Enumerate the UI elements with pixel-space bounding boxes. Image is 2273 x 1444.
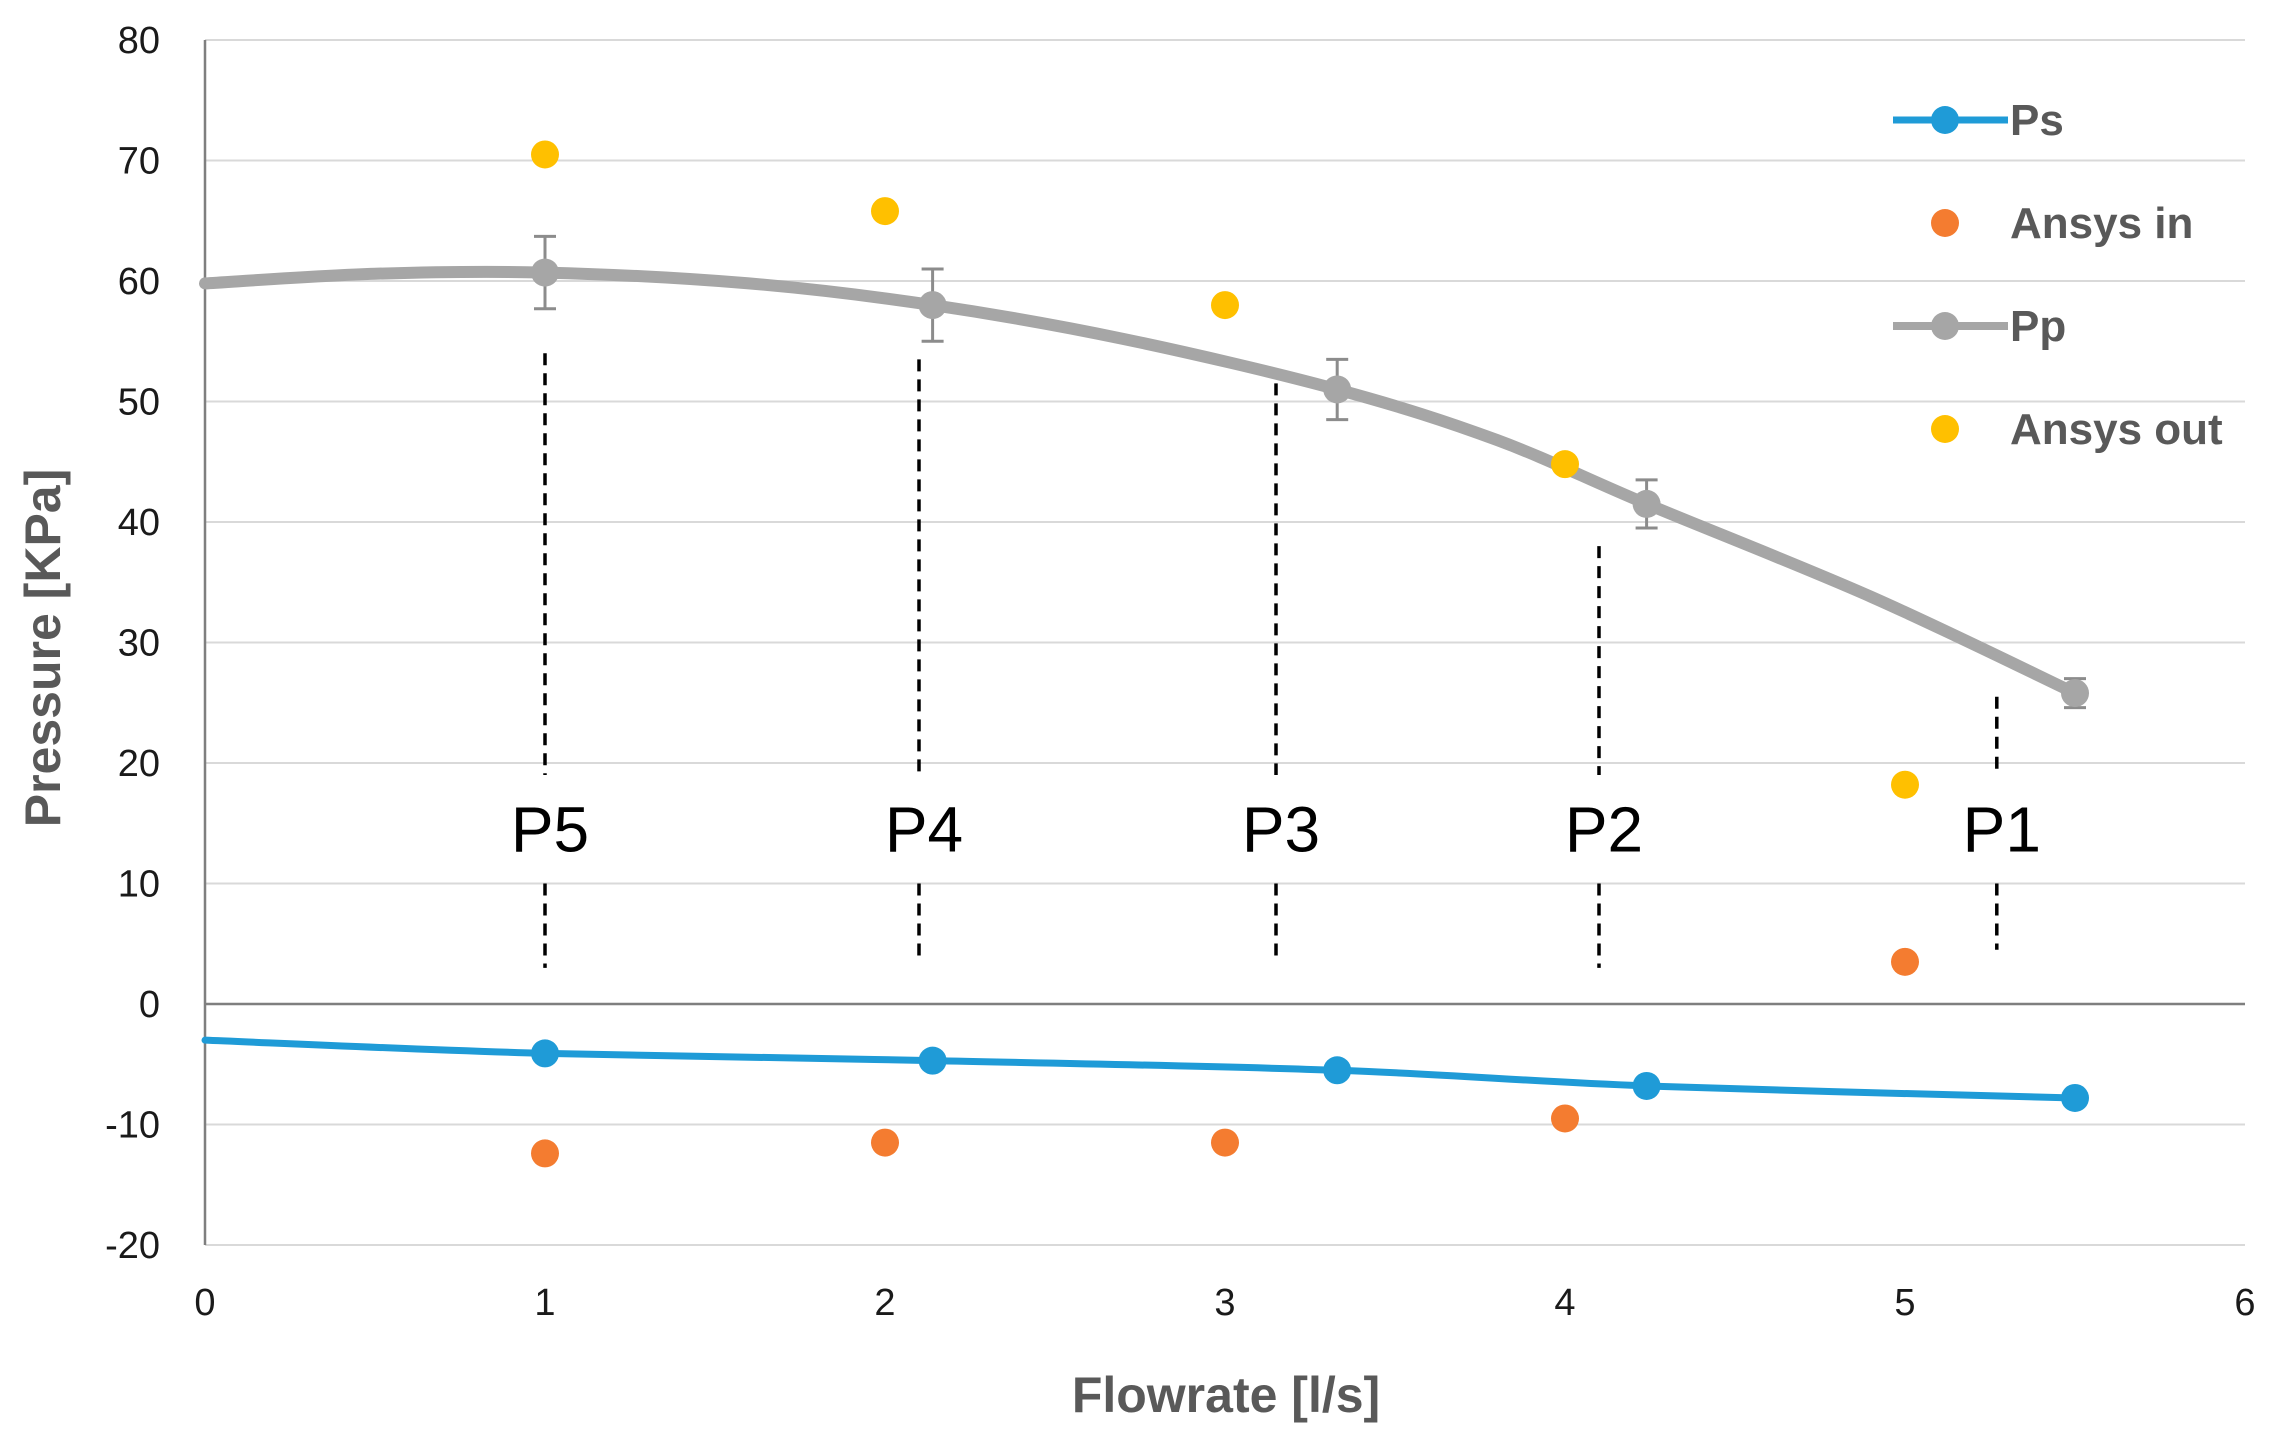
- data-point-pp: [1632, 489, 1661, 518]
- data-point-ps: [2061, 1083, 2089, 1112]
- y-tick-label: 10: [118, 864, 160, 906]
- data-point-ansys-out: [1551, 450, 1579, 479]
- series-line-pp: [199, 265, 2081, 700]
- data-point-ansys-in: [1211, 1128, 1239, 1157]
- region-label-p1: P1: [1963, 793, 2041, 865]
- y-tick-label: 70: [118, 141, 160, 183]
- data-point-ps: [531, 1039, 559, 1068]
- data-point-ansys-out: [531, 140, 559, 169]
- x-tick-label: 4: [1554, 1282, 1575, 1324]
- legend: Ps Ansys in Pp Ansys out: [1893, 96, 2223, 454]
- data-point-pp: [918, 291, 947, 320]
- data-point-ansys-in: [1551, 1104, 1579, 1133]
- plot-series: [199, 140, 2089, 1168]
- data-point-ps: [918, 1046, 947, 1075]
- y-tick-label: -20: [105, 1225, 160, 1267]
- data-point-ps: [1323, 1056, 1352, 1085]
- y-tick-label: 80: [118, 20, 160, 62]
- y-tick-label: 20: [118, 743, 160, 785]
- data-point-ansys-out: [871, 197, 899, 226]
- series-line-ps: [201, 1036, 2079, 1102]
- x-tick-label: 5: [1894, 1282, 1915, 1324]
- region-annotations: P5 P4 P3 P2 P1: [511, 353, 2041, 968]
- region-label-p4: P4: [885, 793, 963, 865]
- data-point-pp: [1323, 375, 1352, 404]
- data-point-ansys-out: [1891, 770, 1919, 799]
- data-point-ansys-in: [531, 1139, 559, 1168]
- x-tick-label: 1: [534, 1282, 555, 1324]
- y-tick-label: 0: [139, 984, 160, 1026]
- data-point-ansys-in: [1891, 947, 1919, 976]
- data-point-pp: [531, 258, 559, 287]
- data-point-ps: [1632, 1071, 1661, 1100]
- x-tick-label: 2: [874, 1282, 895, 1324]
- x-tick-label: 0: [194, 1282, 215, 1324]
- legend-marker-ps: [1931, 106, 1959, 134]
- legend-marker-pp: [1931, 312, 1959, 340]
- y-tick-label: 30: [118, 623, 160, 665]
- y-axis-title: Pressure [KPa]: [15, 469, 71, 828]
- legend-marker-ansys-out: [1931, 415, 1959, 443]
- legend-label-ansys-in: Ansys in: [2010, 199, 2193, 248]
- y-tick-label: 60: [118, 261, 160, 303]
- x-tick-label: 6: [2234, 1282, 2255, 1324]
- legend-marker-ansys-in: [1931, 209, 1959, 237]
- data-point-ansys-in: [871, 1128, 899, 1157]
- region-label-p2: P2: [1565, 793, 1643, 865]
- data-point-pp: [2061, 679, 2089, 708]
- y-tick-label: 40: [118, 502, 160, 544]
- y-tick-label: -10: [105, 1105, 160, 1147]
- legend-label-ps: Ps: [2010, 96, 2064, 145]
- legend-label-ansys-out: Ansys out: [2010, 405, 2223, 454]
- x-tick-label: 3: [1214, 1282, 1235, 1324]
- y-tick-label: 50: [118, 382, 160, 424]
- axes: -20 -10 0 10 20 30 40 50 60 70 80 0 1 2 3 4 5 6: [105, 20, 2255, 1324]
- x-axis-title: Flowrate [l/s]: [1072, 1367, 1380, 1423]
- region-label-p5: P5: [511, 793, 589, 865]
- data-point-ansys-out: [1211, 291, 1239, 320]
- legend-label-pp: Pp: [2010, 302, 2066, 351]
- region-label-p3: P3: [1242, 793, 1320, 865]
